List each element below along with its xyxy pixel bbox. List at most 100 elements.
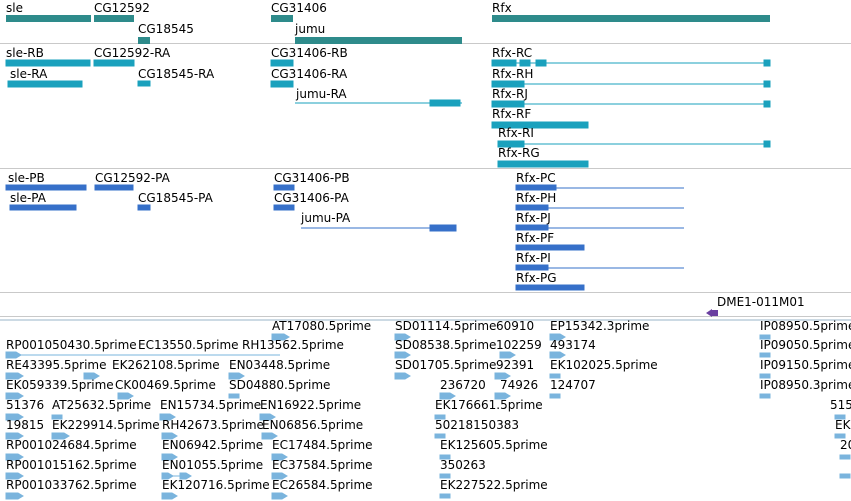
est-label[interactable]: 515 (830, 398, 851, 412)
est-label[interactable]: EN16922.5prime (260, 398, 362, 412)
est-label[interactable]: EK227522.5prime (440, 478, 548, 492)
est-feature[interactable] (494, 372, 511, 380)
gene-feature[interactable] (138, 37, 150, 44)
transcript-exon[interactable] (93, 59, 135, 67)
protein-label[interactable]: sle-PB (8, 171, 45, 185)
protein-label[interactable]: CG31406-PA (274, 191, 349, 205)
est-label[interactable]: 74926 (500, 378, 539, 392)
transcript-exon[interactable] (763, 140, 771, 148)
est-feature[interactable] (271, 453, 288, 461)
gene-feature[interactable] (492, 15, 770, 22)
est-label[interactable]: EN06942.5prime (162, 438, 264, 452)
est-feature[interactable] (5, 472, 24, 480)
est-feature[interactable] (51, 432, 70, 440)
transcript-exon[interactable] (515, 204, 549, 211)
est-label[interactable]: EN01055.5prime (162, 458, 264, 472)
protein-label[interactable]: Rfx-PH (516, 191, 557, 205)
est-label[interactable]: EK102025.5prime (550, 358, 658, 372)
est-label[interactable]: AT25632.5prime (52, 398, 152, 412)
est-feature[interactable] (5, 453, 24, 461)
est-label[interactable]: RP001033762.5prime (6, 478, 137, 492)
est-feature[interactable] (5, 413, 24, 421)
transcript-label[interactable]: CG18545-RA (138, 67, 215, 81)
est-feature[interactable] (434, 433, 446, 439)
est-label[interactable]: 51376 (6, 398, 45, 412)
transcript-exon[interactable] (94, 184, 134, 191)
transcript-exon[interactable] (491, 121, 589, 129)
transcript-exon[interactable] (491, 100, 525, 108)
est-feature[interactable] (549, 373, 561, 379)
est-label[interactable]: 124707 (550, 378, 596, 392)
est-label[interactable]: 350263 (440, 458, 486, 472)
est-label[interactable]: 102259 (496, 338, 542, 352)
est-feature[interactable] (759, 334, 771, 340)
est-label[interactable]: EK059339.5prime (6, 378, 114, 392)
transcript-label[interactable]: Rfx-RC (492, 46, 533, 60)
est-label[interactable]: EC13550.5prime (138, 338, 239, 352)
protein-label[interactable]: CG31406-PB (274, 171, 350, 185)
est-feature[interactable] (549, 393, 561, 399)
gene-feature[interactable] (271, 15, 293, 22)
protein-label[interactable]: jumu-PA (301, 211, 351, 225)
transcript-exon[interactable] (519, 59, 531, 67)
construct-feature[interactable] (706, 309, 712, 317)
protein-label[interactable]: Rfx-PC (516, 171, 556, 185)
transcript-exon[interactable] (491, 80, 525, 88)
transcript-exon[interactable] (5, 184, 87, 191)
est-label[interactable]: CK00469.5prime (115, 378, 216, 392)
est-feature[interactable] (394, 372, 411, 380)
est-feature[interactable] (394, 333, 411, 341)
est-feature[interactable] (83, 372, 100, 380)
est-feature[interactable] (439, 493, 451, 499)
est-label[interactable]: IP09150.5prime (760, 358, 851, 372)
protein-label[interactable]: CG12592-PA (95, 171, 170, 185)
transcript-label[interactable]: CG31406-RB (271, 46, 348, 60)
est-feature[interactable] (117, 392, 134, 400)
est-feature[interactable] (259, 413, 276, 421)
est-feature[interactable] (839, 473, 851, 479)
construct-label[interactable]: DME1-011M01 (717, 295, 805, 309)
est-label[interactable]: RE43395.5prime (6, 358, 107, 372)
gene-label[interactable]: CG12592 (94, 1, 150, 15)
est-label[interactable]: EC17484.5prime (272, 438, 373, 452)
est-label[interactable]: IP09050.5prime (760, 338, 851, 352)
transcript-label[interactable]: Rfx-RG (498, 146, 540, 160)
gene-feature[interactable] (94, 15, 134, 22)
protein-label[interactable]: Rfx-PF (516, 231, 555, 245)
est-feature[interactable] (5, 432, 24, 440)
est-label[interactable]: AT17080.5prime (272, 319, 372, 333)
transcript-exon[interactable] (491, 59, 517, 67)
est-feature[interactable] (494, 392, 511, 400)
est-feature[interactable] (271, 333, 290, 341)
est-label[interactable]: EP15342.3prime (550, 319, 650, 333)
est-feature[interactable] (439, 454, 451, 460)
transcript-label[interactable]: CG31406-RA (271, 67, 348, 81)
transcript-exon[interactable] (763, 59, 771, 67)
est-feature[interactable] (161, 432, 178, 440)
est-feature[interactable] (759, 352, 771, 358)
transcript-label[interactable]: jumu-RA (296, 87, 347, 101)
transcript-exon[interactable] (429, 224, 457, 232)
est-feature[interactable] (5, 492, 24, 500)
gene-feature[interactable] (6, 15, 91, 22)
transcript-exon[interactable] (515, 224, 549, 231)
est-feature[interactable] (5, 392, 24, 400)
est-label[interactable]: RH42673.5prime (162, 418, 264, 432)
transcript-exon[interactable] (137, 80, 151, 87)
transcript-exon[interactable] (535, 59, 547, 67)
transcript-label[interactable]: CG12592-RA (94, 46, 171, 60)
transcript-exon[interactable] (763, 80, 771, 88)
est-feature[interactable] (228, 393, 240, 399)
est-feature[interactable] (5, 372, 24, 380)
est-feature[interactable] (434, 414, 446, 420)
est-feature[interactable] (179, 472, 192, 480)
est-label[interactable]: IP08950.3prime (760, 378, 851, 392)
construct-feature[interactable] (712, 310, 718, 316)
est-feature[interactable] (439, 473, 451, 479)
est-feature[interactable] (51, 414, 63, 420)
protein-label[interactable]: Rfx-PI (516, 251, 551, 265)
est-feature[interactable] (549, 351, 566, 359)
transcript-exon[interactable] (9, 204, 77, 211)
est-label[interactable]: SD08538.5prime (395, 338, 497, 352)
est-label[interactable]: 20 (840, 438, 851, 452)
